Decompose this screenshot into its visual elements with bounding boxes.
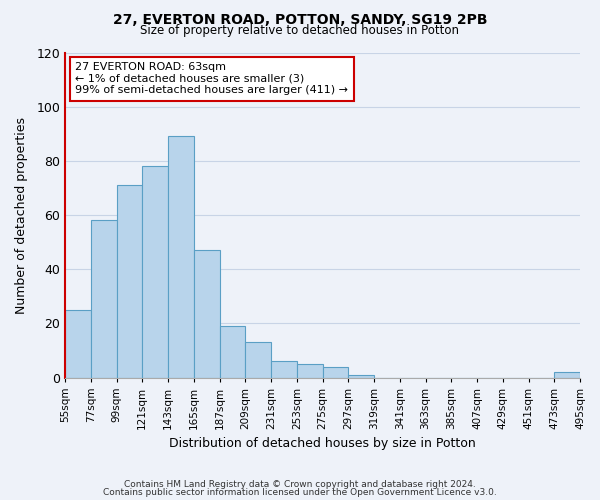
Bar bbox=[194, 250, 220, 378]
Bar bbox=[297, 364, 323, 378]
Bar bbox=[168, 136, 194, 378]
X-axis label: Distribution of detached houses by size in Potton: Distribution of detached houses by size … bbox=[169, 437, 476, 450]
Text: Size of property relative to detached houses in Potton: Size of property relative to detached ho… bbox=[140, 24, 460, 37]
Bar bbox=[220, 326, 245, 378]
Bar bbox=[142, 166, 168, 378]
Bar bbox=[271, 362, 297, 378]
Bar bbox=[116, 185, 142, 378]
Bar bbox=[91, 220, 116, 378]
Bar bbox=[65, 310, 91, 378]
Bar bbox=[348, 375, 374, 378]
Text: Contains public sector information licensed under the Open Government Licence v3: Contains public sector information licen… bbox=[103, 488, 497, 497]
Bar bbox=[323, 366, 348, 378]
Y-axis label: Number of detached properties: Number of detached properties bbox=[15, 116, 28, 314]
Bar bbox=[554, 372, 580, 378]
Text: 27 EVERTON ROAD: 63sqm
← 1% of detached houses are smaller (3)
99% of semi-detac: 27 EVERTON ROAD: 63sqm ← 1% of detached … bbox=[76, 62, 349, 96]
Text: 27, EVERTON ROAD, POTTON, SANDY, SG19 2PB: 27, EVERTON ROAD, POTTON, SANDY, SG19 2P… bbox=[113, 12, 487, 26]
Text: Contains HM Land Registry data © Crown copyright and database right 2024.: Contains HM Land Registry data © Crown c… bbox=[124, 480, 476, 489]
Bar bbox=[245, 342, 271, 378]
